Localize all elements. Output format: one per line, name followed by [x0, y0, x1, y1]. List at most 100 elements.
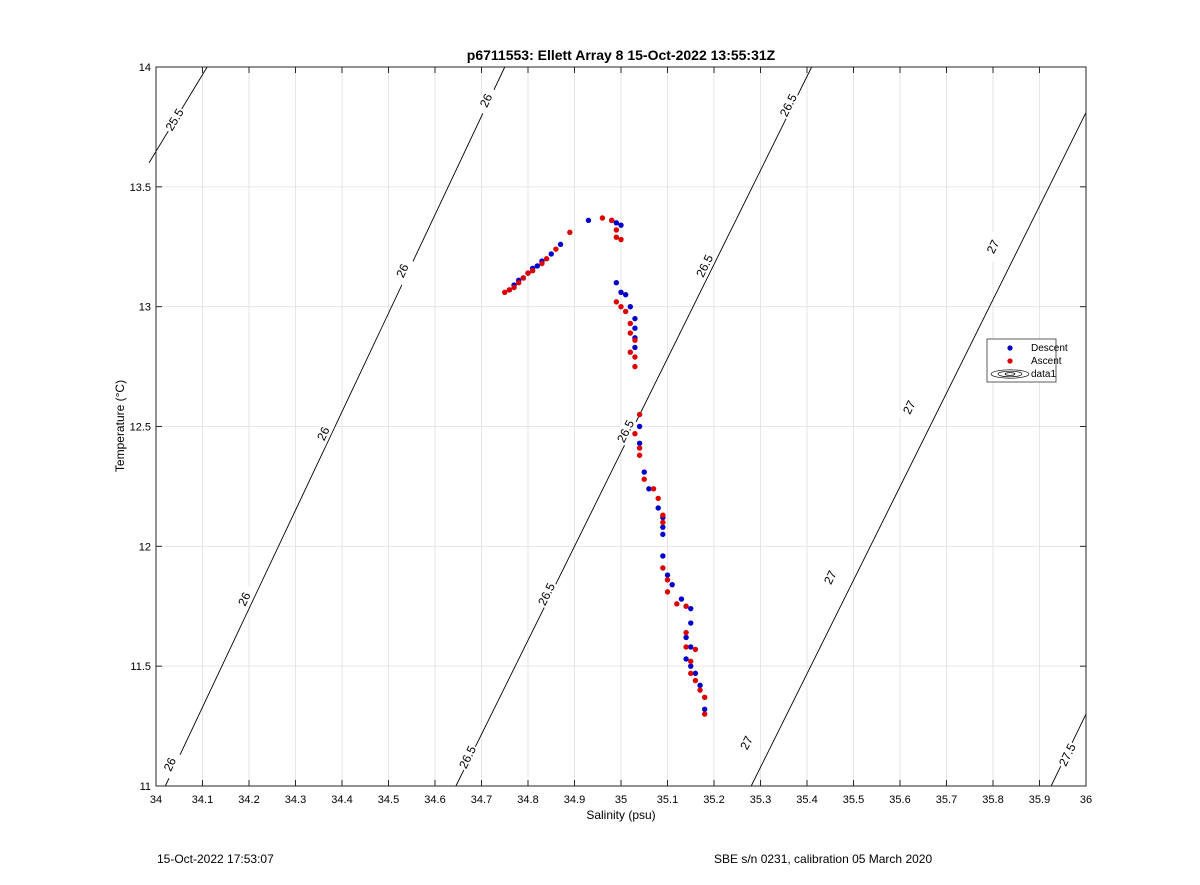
ascent-point [688, 670, 694, 677]
footer-instrument-info: SBE s/n 0231, calibration 05 March 2020 [714, 852, 933, 866]
descent-point [688, 605, 694, 612]
x-tick-label: 34.3 [285, 794, 306, 806]
ascent-point [632, 337, 638, 343]
descent-point [702, 706, 708, 713]
x-tick-label: 34.7 [471, 794, 492, 806]
x-tick-label: 34.4 [331, 794, 352, 806]
ascent-point [627, 349, 633, 355]
contour-label: 27 [821, 568, 840, 586]
ascent-point [655, 495, 661, 502]
ascent-point [613, 227, 620, 233]
descent-point [613, 280, 620, 286]
descent-point [622, 291, 629, 298]
descent-point [613, 220, 620, 226]
ascent-point [618, 236, 624, 243]
x-tick-label: 35.9 [1029, 794, 1050, 806]
ascent-point [516, 280, 522, 286]
contour-label-background [776, 90, 801, 121]
data-series [502, 215, 708, 717]
descent-point [632, 325, 638, 331]
x-tick-label: 34.1 [192, 794, 213, 806]
y-tick-label: 11.5 [130, 661, 151, 673]
legend-marker-ascent [1007, 358, 1013, 364]
footer-timestamp: 15-Oct-2022 17:53:07 [157, 852, 274, 866]
chart-title: p6711553: Ellett Array 8 15-Oct-2022 13:… [467, 47, 776, 63]
x-tick-label: 35.4 [796, 794, 817, 806]
descent-point [683, 656, 689, 662]
contour-label-background [161, 104, 188, 135]
ascent-point [622, 308, 629, 315]
descent-point [688, 644, 694, 650]
legend-marker-contour-icon [990, 369, 1030, 379]
x-tick-label: 34 [150, 794, 162, 806]
ascent-point [618, 303, 624, 310]
contour-label-background [980, 231, 1006, 262]
ascent-point [539, 260, 545, 267]
descent-point [669, 581, 675, 588]
contour-label-background [613, 416, 638, 447]
descent-point [632, 344, 638, 351]
ascent-point [664, 577, 671, 583]
x-tick-label: 35.6 [889, 794, 910, 806]
ascent-point [683, 644, 689, 650]
descent-point [697, 682, 703, 689]
x-tick-label: 35.5 [843, 794, 864, 806]
ascent-point [627, 330, 633, 336]
ascent-point [632, 430, 638, 437]
descent-point [636, 423, 643, 430]
ascent-point [567, 229, 573, 236]
contour-label-background [534, 579, 559, 610]
ascent-point [660, 519, 666, 526]
ascent-point [664, 589, 671, 595]
y-tick-label: 14 [139, 62, 151, 74]
ascent-point [692, 646, 699, 653]
descent-point [618, 222, 624, 228]
ascent-point [660, 512, 666, 518]
contour-label-background [692, 251, 717, 281]
contour-label-background [1055, 740, 1080, 770]
contour-label: 26 [393, 261, 411, 279]
ascent-point [632, 363, 638, 370]
legend: Descent Ascent data1 [986, 338, 1068, 383]
descent-point [683, 634, 689, 641]
descent-point [646, 486, 652, 492]
ascent-point [683, 603, 689, 609]
contour-label: 26 [477, 91, 495, 109]
ascent-point [543, 256, 550, 262]
contour-label: 27 [984, 237, 1003, 255]
ascent-point [641, 476, 647, 482]
descent-point [636, 440, 643, 446]
ascent-point [692, 677, 699, 684]
descent-point [618, 289, 624, 295]
x-axis-label: Salinity (psu) [586, 808, 655, 822]
legend-label-data1: data1 [1031, 369, 1056, 380]
ascent-point [683, 629, 689, 636]
y-tick-label: 12 [139, 541, 151, 553]
x-tick-label: 34.6 [424, 794, 445, 806]
y-tick-label: 13.5 [130, 182, 151, 194]
ascent-point [688, 658, 694, 665]
descent-point [692, 670, 699, 677]
x-tick-label: 34.9 [564, 794, 585, 806]
ascent-point [632, 354, 638, 360]
x-tick-label: 36 [1080, 794, 1092, 806]
descent-point [655, 505, 661, 511]
contour-label-background [311, 418, 336, 449]
y-tick-label: 11 [140, 781, 151, 793]
contour-label-background [390, 255, 415, 286]
density-contour-line [164, 66, 506, 787]
descent-point [660, 553, 666, 559]
ascent-point [636, 411, 643, 418]
ascent-point [520, 275, 527, 281]
ascent-point [636, 445, 643, 451]
contour-label-background [455, 742, 480, 772]
ascent-point [613, 234, 620, 240]
y-tick-label: 13 [139, 302, 151, 314]
ascent-point [702, 711, 708, 717]
contour-label-background [818, 562, 843, 593]
x-tick-label: 34.8 [517, 794, 538, 806]
descent-point [678, 596, 685, 602]
x-tick-label: 35.3 [750, 794, 771, 806]
ascent-point [502, 289, 508, 295]
descent-point [688, 663, 694, 669]
